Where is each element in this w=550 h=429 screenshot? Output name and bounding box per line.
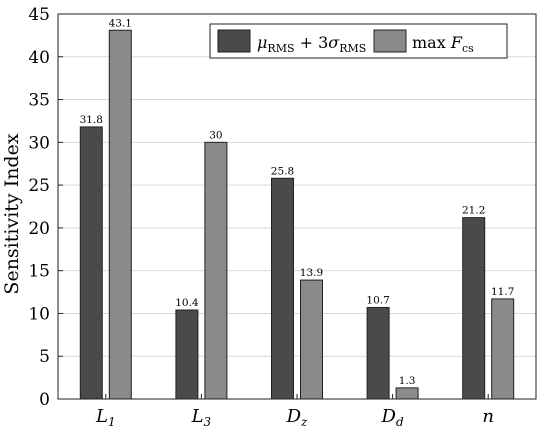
bar-series-2 (300, 279, 323, 400)
legend-label-series-2: max Fcs (412, 33, 474, 55)
y-tick-label: 45 (28, 5, 50, 25)
x-tick-label: n (482, 406, 494, 427)
data-label: 21.2 (462, 205, 485, 217)
x-tick-label: Dd (381, 406, 404, 429)
data-label: 43.1 (109, 17, 132, 29)
bar-series-2 (395, 387, 419, 400)
y-tick-label: 30 (28, 133, 50, 153)
legend: μRMS + 3σRMS max Fcs (209, 23, 508, 59)
data-label: 25.8 (271, 165, 294, 177)
bar-series-2 (491, 298, 515, 400)
bar-series-2 (108, 29, 132, 400)
bar-series-1 (366, 306, 390, 400)
y-tick-label: 0 (39, 390, 50, 410)
bar-series-1 (79, 126, 103, 400)
data-label: 13.9 (300, 267, 323, 279)
y-tick-label: 15 (28, 262, 50, 282)
x-tick-label: L3 (191, 406, 212, 429)
legend-swatch-series-2 (373, 29, 407, 53)
plot-frame (57, 13, 537, 400)
y-tick-label: 40 (28, 48, 50, 68)
legend-swatch-series-1 (217, 29, 251, 53)
tick-labels: 0 5 10 15 20 25 30 35 40 45 L1 L3 Dz Dd n (28, 5, 494, 429)
data-label: 31.8 (80, 114, 103, 126)
y-tick-label: 25 (28, 176, 50, 196)
x-tick-label: L1 (95, 406, 116, 429)
data-label: 30 (209, 129, 222, 141)
y-tick-label: 10 (28, 304, 50, 324)
bar-series-1 (175, 309, 199, 400)
bar-series-2 (204, 141, 228, 400)
data-label: 1.3 (399, 375, 416, 387)
bar-series-1 (271, 177, 294, 400)
data-label: 11.7 (491, 286, 514, 298)
x-tick-label: Dz (286, 406, 308, 429)
data-label: 10.7 (366, 294, 389, 306)
legend-box (209, 23, 508, 59)
bars: 31.8 43.1 10.4 30 25.8 13.9 10.7 1.3 21.2 11.7 (79, 17, 515, 400)
bar-series-1 (462, 217, 486, 400)
y-axis-title: Sensitivity Index (1, 133, 23, 294)
y-tick-label: 35 (28, 91, 50, 111)
y-tick-label: 20 (28, 219, 50, 239)
gridlines (58, 13, 536, 400)
legend-label-series-1: μRMS + 3σRMS (257, 33, 366, 55)
data-label: 10.4 (175, 297, 199, 309)
y-tick-label: 5 (39, 347, 50, 367)
